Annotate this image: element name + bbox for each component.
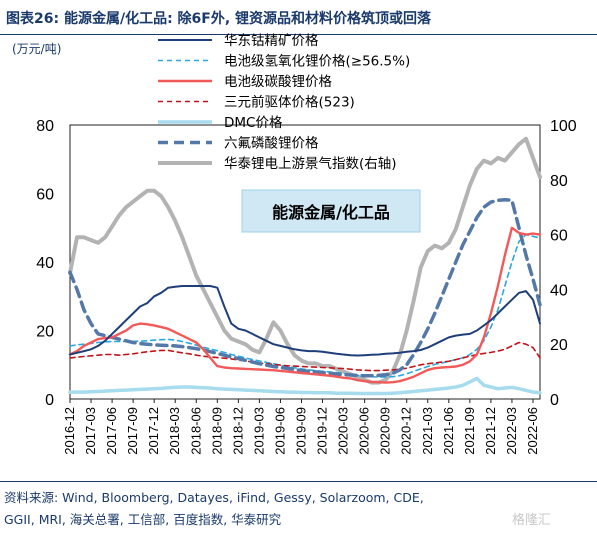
y-left-tick-label: 20	[36, 324, 54, 341]
y-left-tick-label: 60	[36, 187, 54, 204]
x-tick-label: 2019-12	[315, 407, 330, 455]
x-tick-label: 2022-03	[504, 407, 519, 455]
legend-label: DMC价格	[224, 115, 283, 131]
x-tick-label: 2020-06	[357, 407, 372, 455]
x-tick-label: 2018-06	[188, 407, 203, 455]
y-right-tick-label: 40	[550, 282, 568, 299]
x-tick-label: 2018-09	[209, 407, 224, 455]
x-tick-label: 2020-09	[378, 407, 393, 455]
x-tick-label: 2018-03	[167, 407, 182, 455]
x-tick-label: 2017-09	[125, 407, 140, 455]
source-note-line1: 资料来源: Wind, Bloomberg, Datayes, iFind, G…	[4, 490, 424, 505]
x-tick-label: 2021-03	[420, 407, 435, 455]
series-line	[68, 136, 542, 385]
y-right-tick-label: 60	[550, 228, 568, 245]
y-left-tick-label: 40	[36, 255, 54, 272]
left-axis-unit: (万元/吨)	[12, 42, 62, 56]
x-tick-label: 2020-03	[336, 407, 351, 455]
legend-label: 六氟磷酸锂价格	[224, 136, 319, 152]
x-tick-label: 2020-12	[399, 407, 414, 455]
annotation-text: 能源金属/化工品	[272, 203, 390, 222]
y-left-tick-label: 80	[36, 118, 54, 135]
x-tick-label: 2022-06	[525, 407, 540, 455]
x-tick-label: 2016-12	[62, 407, 77, 455]
chart-title: 图表26: 能源金属/化工品: 除6F外, 锂资源品和材料价格筑顶或回落	[6, 11, 432, 27]
legend-label: 电池级碳酸锂价格	[224, 74, 332, 90]
x-tick-label: 2017-06	[104, 407, 119, 455]
divider	[0, 481, 597, 482]
annotation-box	[241, 189, 421, 233]
plot-frame	[69, 124, 541, 400]
y-right-tick-label: 80	[550, 173, 568, 190]
x-tick-label: 2018-12	[230, 407, 245, 455]
x-tick-label: 2021-12	[483, 407, 498, 455]
x-tick-label: 2019-09	[293, 407, 308, 455]
y-right-tick-label: 20	[550, 337, 568, 354]
series-line	[68, 197, 542, 378]
series-line	[68, 226, 542, 384]
watermark-logo: 格隆汇	[512, 513, 552, 528]
x-tick-label: 2021-06	[441, 407, 456, 455]
series-line	[69, 285, 541, 357]
legend-label: 华东钴精矿价格	[224, 33, 319, 49]
source-note-line2: GGII, MRI, 海关总署, 工信部, 百度指数, 华泰研究	[4, 512, 282, 527]
x-tick-label: 2017-03	[83, 407, 98, 455]
y-left-tick-label: 0	[45, 392, 54, 409]
y-right-tick-label: 0	[550, 392, 559, 409]
legend-label: 三元前驱体价格(523)	[224, 94, 355, 111]
series-line	[69, 341, 541, 372]
x-tick-label: 2017-12	[146, 407, 161, 455]
title-bar: 图表26: 能源金属/化工品: 除6F外, 锂资源品和材料价格筑顶或回落	[0, 0, 597, 35]
line-chart: 0 20 40 60 80 0 20 40 60 80 100 2016-12 2017-03 2017-…	[36, 33, 577, 455]
x-tick-label: 2021-09	[462, 407, 477, 455]
legend-label: 华泰锂电上游景气指数(右轴)	[224, 156, 397, 172]
legend-label: 电池级氢氧化锂价格(≥56.5%)	[224, 54, 410, 70]
y-right-tick-label: 100	[550, 118, 577, 135]
x-tick-label: 2019-06	[272, 407, 287, 455]
series-line	[68, 376, 542, 396]
x-tick-label: 2019-03	[251, 407, 266, 455]
